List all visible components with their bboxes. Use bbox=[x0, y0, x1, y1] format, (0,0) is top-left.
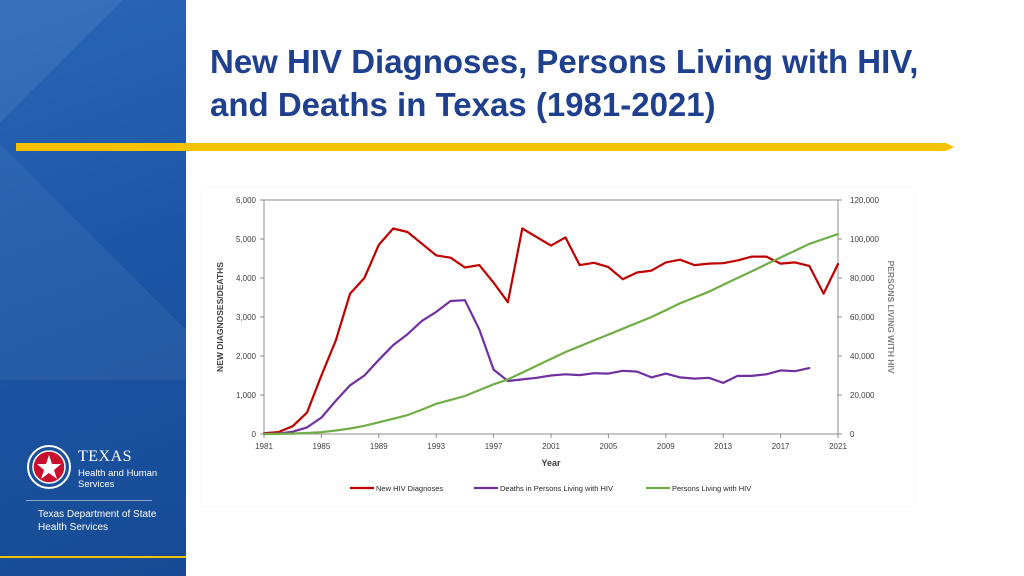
y-right-tick-label: 60,000 bbox=[850, 313, 875, 322]
legend-label: Deaths in Persons Living with HIV bbox=[500, 484, 613, 493]
title-accent-arrow bbox=[946, 143, 954, 151]
x-tick-label: 1993 bbox=[427, 442, 445, 451]
y-axis-right-label: PERSONS LIVING WITH HIV bbox=[886, 261, 896, 374]
legend-label: New HIV Diagnoses bbox=[376, 484, 443, 493]
y-right-tick-label: 20,000 bbox=[850, 391, 875, 400]
texas-star-seal-icon bbox=[27, 445, 71, 489]
sidebar: TEXAS Health and Human Services Texas De… bbox=[0, 0, 186, 576]
plot-area bbox=[263, 199, 839, 435]
legend-label: Persons Living with HIV bbox=[672, 484, 751, 493]
series-line-deaths-in-persons-living-with-hiv bbox=[262, 299, 811, 436]
sidebar-accent-line bbox=[0, 556, 186, 558]
y-left-tick-label: 3,000 bbox=[236, 313, 257, 322]
series-line-new-hiv-diagnoses bbox=[262, 227, 840, 435]
x-tick-label: 1989 bbox=[370, 442, 388, 451]
y-left-tick-label: 1,000 bbox=[236, 391, 257, 400]
x-tick-label: 1985 bbox=[313, 442, 331, 451]
hhs-logo: TEXAS Health and Human Services bbox=[26, 444, 176, 494]
x-tick-label: 2013 bbox=[714, 442, 732, 451]
org-name: TEXAS bbox=[78, 448, 133, 465]
y-right-tick-label: 80,000 bbox=[850, 274, 875, 283]
y-left-tick-label: 4,000 bbox=[236, 274, 257, 283]
x-tick-label: 2021 bbox=[829, 442, 847, 451]
y-right-tick-label: 0 bbox=[850, 430, 855, 439]
y-right-tick-label: 40,000 bbox=[850, 352, 875, 361]
org-subtitle-line2: Services bbox=[78, 479, 115, 490]
y-axis-left-label: NEW DIAGNOSES/DEATHS bbox=[215, 262, 225, 372]
x-tick-label: 1997 bbox=[485, 442, 503, 451]
y-right-tick-label: 100,000 bbox=[850, 235, 879, 244]
series-line-persons-living-with-hiv bbox=[262, 232, 840, 436]
slide-title: New HIV Diagnoses, Persons Living with H… bbox=[210, 43, 919, 123]
legend: New HIV Diagnoses Deaths in Persons Livin… bbox=[350, 484, 751, 493]
y-left-tick-label: 0 bbox=[252, 430, 257, 439]
dshs-line1: Texas Department of State bbox=[38, 509, 157, 520]
y-left-tick-label: 6,000 bbox=[236, 196, 257, 205]
x-tick-label: 2017 bbox=[772, 442, 790, 451]
logo-divider bbox=[26, 500, 152, 501]
dshs-label: Texas Department of State Health Service… bbox=[38, 508, 156, 534]
y-left-tick-label: 5,000 bbox=[236, 235, 257, 244]
x-tick-label: 1981 bbox=[255, 442, 273, 451]
line-chart: 0 1,000 2,000 3,000 4,000 5,000 6,000 0 20,000 40… bbox=[215, 196, 896, 493]
org-subtitle: Health and Human Services bbox=[78, 468, 157, 490]
x-tick-label: 2005 bbox=[600, 442, 618, 451]
x-tick-label: 2001 bbox=[542, 442, 560, 451]
x-tick-label: 2009 bbox=[657, 442, 675, 451]
sidebar-decoration bbox=[0, 0, 186, 380]
chart-panel: 0 1,000 2,000 3,000 4,000 5,000 6,000 0 20,000 40… bbox=[202, 188, 914, 506]
dshs-line2: Health Services bbox=[38, 522, 109, 533]
y-right-tick-label: 120,000 bbox=[850, 196, 879, 205]
y-left-tick-label: 2,000 bbox=[236, 352, 257, 361]
title-accent-bar bbox=[16, 143, 946, 151]
x-axis-label: Year bbox=[541, 458, 561, 468]
org-subtitle-line1: Health and Human bbox=[78, 468, 158, 479]
